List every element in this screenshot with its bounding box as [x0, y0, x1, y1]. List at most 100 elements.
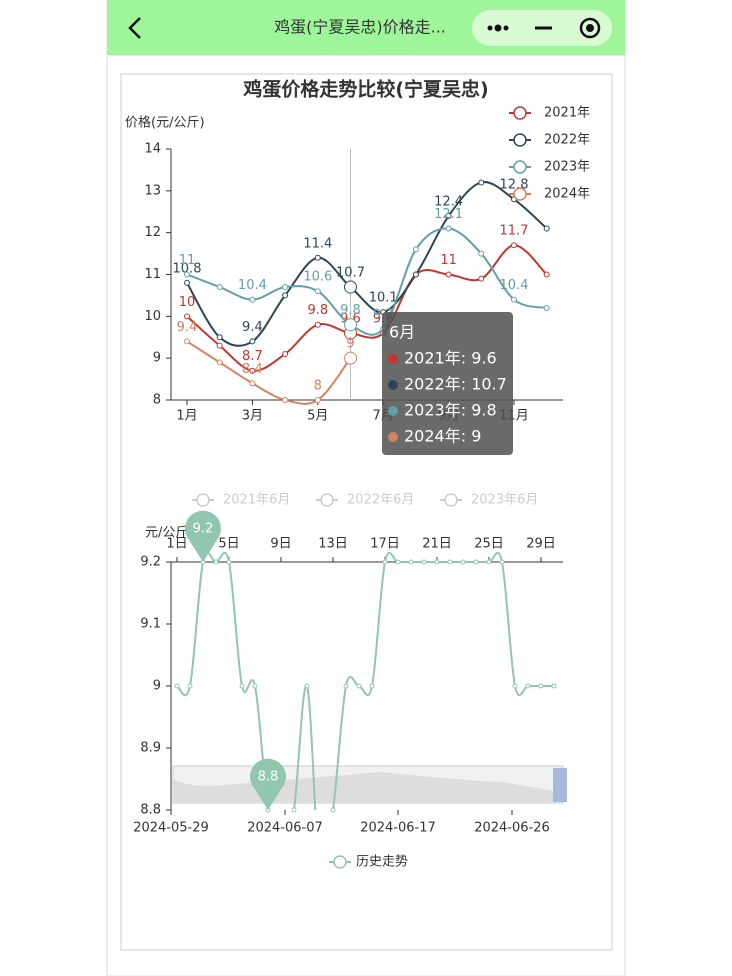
data-label: 11 [179, 253, 196, 268]
point [478, 179, 485, 186]
more-button[interactable] [487, 24, 509, 32]
point [314, 254, 321, 261]
y-tick-label: 8.8 [140, 803, 161, 818]
zoom-label: 2024-06-07 [247, 821, 323, 836]
card [120, 73, 613, 951]
zoom-handle[interactable] [553, 768, 567, 802]
point [216, 359, 223, 366]
zoom-label: 2024-06-26 [474, 821, 550, 836]
data-label: 9.8 [307, 303, 328, 318]
point [478, 275, 485, 282]
mark-pin [185, 510, 221, 562]
point [282, 397, 289, 403]
point [249, 380, 256, 387]
point [330, 807, 336, 813]
close-button[interactable] [579, 17, 601, 39]
x-tick-label: 5月 [307, 409, 328, 424]
data-label: 9 [346, 337, 354, 352]
tooltip-dot [388, 380, 398, 390]
x-tick-label: 1月 [176, 409, 197, 424]
x-tick-label: 25日 [474, 537, 504, 552]
point [421, 559, 427, 565]
legend-label-inactive: 2022年6月 [347, 493, 414, 508]
y-tick-label: 11 [144, 267, 161, 282]
data-label: 9.4 [242, 320, 263, 335]
point [213, 559, 219, 565]
data-label: 12.1 [434, 207, 463, 222]
point [511, 296, 517, 303]
mark-label: 9.2 [193, 522, 214, 537]
legend-inactive-icon [196, 493, 210, 507]
y-tick-label: 10 [144, 309, 161, 324]
data-label: 8 [314, 379, 322, 394]
x-tick-label: 5日 [218, 537, 239, 552]
tooltip [382, 312, 513, 455]
point [187, 683, 193, 689]
zoom-label: 2024-06-17 [360, 821, 436, 836]
point [434, 559, 440, 565]
point [282, 292, 289, 299]
point [512, 683, 518, 689]
point [291, 807, 297, 813]
point [486, 559, 492, 565]
y-tick-label: 9.1 [140, 617, 161, 632]
point [239, 683, 245, 689]
point [249, 367, 256, 374]
point [249, 296, 256, 303]
point [408, 559, 414, 565]
tooltip-dot [388, 432, 398, 442]
x-tick-label: 13日 [318, 537, 348, 552]
point [525, 683, 531, 689]
tooltip-title: 6月 [389, 323, 415, 342]
y-tick-label: 9.2 [140, 555, 161, 570]
point [216, 342, 223, 349]
zoom-label: 2024-05-29 [133, 821, 209, 836]
point [249, 338, 256, 345]
x-tick-label: 29日 [526, 537, 556, 552]
point [445, 225, 452, 232]
point [314, 288, 321, 295]
data-label: 10.6 [303, 270, 332, 285]
point [174, 683, 180, 689]
legend-icon [513, 106, 527, 120]
point [226, 559, 232, 565]
point [538, 683, 544, 689]
data-label: 12.4 [434, 194, 463, 209]
series-line [186, 340, 352, 405]
y-tick-label: 9 [153, 351, 161, 366]
point [447, 559, 453, 565]
point [344, 318, 357, 332]
point [543, 225, 550, 232]
header-title: 鸡蛋(宁夏吴忠)价格走... [274, 18, 446, 37]
data-label: 8.7 [242, 349, 263, 364]
point [282, 284, 289, 291]
legend-icon [513, 187, 527, 201]
point [344, 280, 357, 294]
point [543, 304, 550, 311]
legend-label: 2022年 [544, 133, 590, 148]
legend-label: 历史走势 [356, 854, 408, 870]
y-tick-label: 12 [144, 225, 161, 240]
point [369, 683, 375, 689]
chart-title: 鸡蛋价格走势比较(宁夏吴忠) [242, 78, 488, 101]
data-label: 11.7 [500, 224, 529, 239]
data-label: 9.4 [177, 320, 198, 335]
point [460, 559, 466, 565]
point [551, 683, 557, 689]
data-label: 8.4 [242, 362, 263, 377]
point [184, 271, 190, 278]
back-button[interactable] [128, 17, 141, 39]
point [543, 271, 550, 278]
point [445, 212, 452, 219]
data-label: 10.1 [369, 291, 398, 306]
phone [106, 0, 626, 976]
point [216, 334, 223, 341]
legend-label-inactive: 2023年6月 [471, 493, 538, 508]
y-axis-label: 价格(元/公斤) [125, 115, 205, 131]
point [216, 284, 223, 291]
point [356, 683, 362, 689]
mark-pin [250, 758, 286, 810]
x-tick-label: 17日 [370, 537, 400, 552]
point [282, 350, 289, 357]
